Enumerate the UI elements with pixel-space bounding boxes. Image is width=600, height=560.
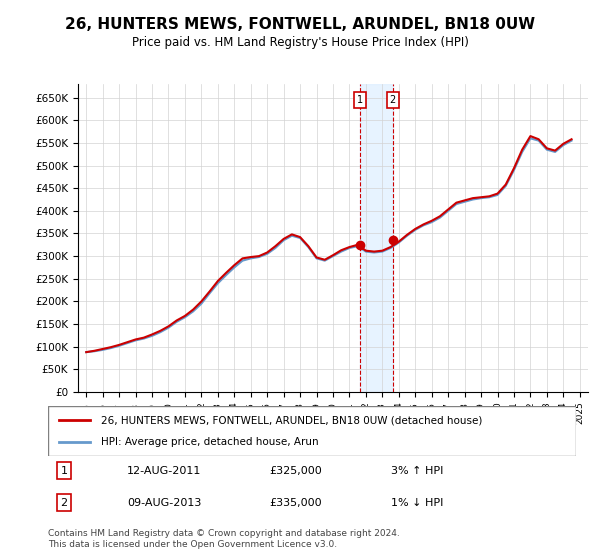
Text: Price paid vs. HM Land Registry's House Price Index (HPI): Price paid vs. HM Land Registry's House … (131, 36, 469, 49)
Text: 09-AUG-2013: 09-AUG-2013 (127, 498, 202, 508)
Bar (359, 84, 392, 392)
Text: Contains HM Land Registry data © Crown copyright and database right 2024.
This d: Contains HM Land Registry data © Crown c… (48, 529, 400, 549)
Text: 26, HUNTERS MEWS, FONTWELL, ARUNDEL, BN18 0UW: 26, HUNTERS MEWS, FONTWELL, ARUNDEL, BN1… (65, 17, 535, 32)
Text: 12-AUG-2011: 12-AUG-2011 (127, 465, 202, 475)
Text: 3% ↑ HPI: 3% ↑ HPI (391, 465, 443, 475)
Text: 2: 2 (60, 498, 67, 508)
Text: HPI: Average price, detached house, Arun: HPI: Average price, detached house, Arun (101, 437, 319, 447)
Text: £335,000: £335,000 (270, 498, 322, 508)
Text: 26, HUNTERS MEWS, FONTWELL, ARUNDEL, BN18 0UW (detached house): 26, HUNTERS MEWS, FONTWELL, ARUNDEL, BN1… (101, 415, 482, 425)
Text: 1: 1 (61, 465, 67, 475)
Text: £325,000: £325,000 (270, 465, 323, 475)
FancyBboxPatch shape (48, 406, 576, 456)
Text: 1: 1 (356, 95, 363, 105)
Text: 2: 2 (389, 95, 395, 105)
Text: 1% ↓ HPI: 1% ↓ HPI (391, 498, 443, 508)
